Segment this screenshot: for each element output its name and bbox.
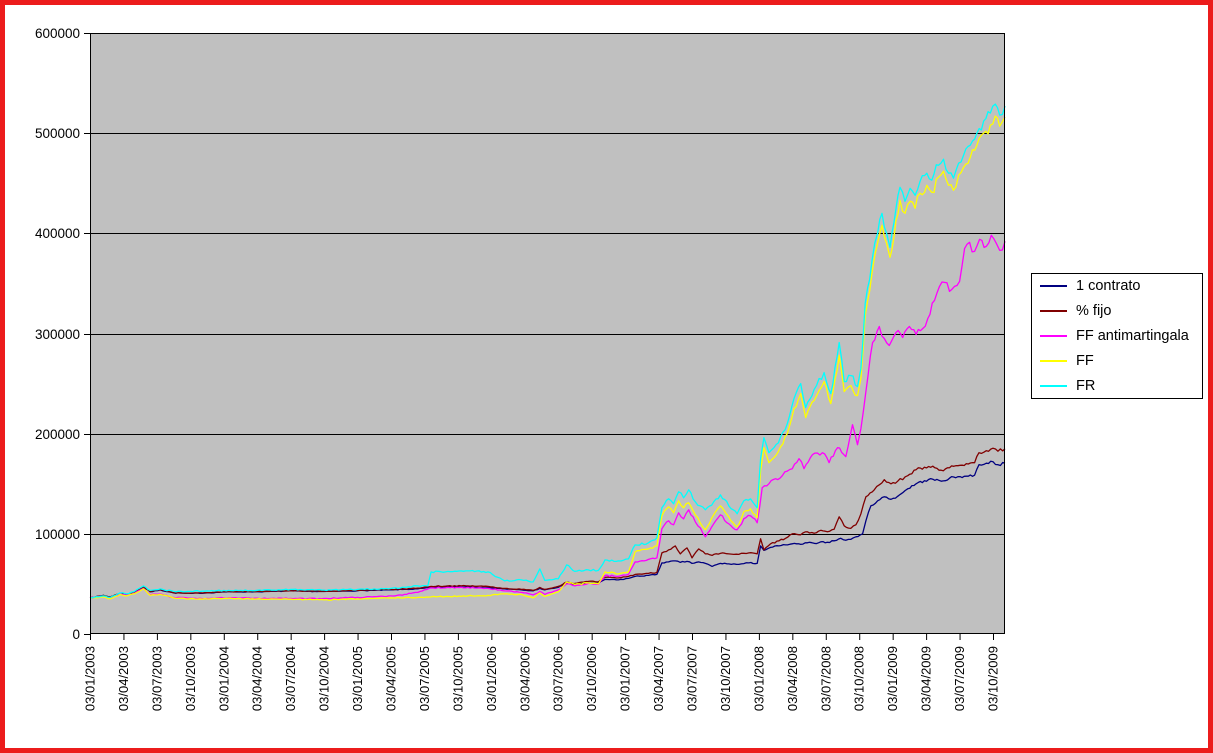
x-axis-label: 03/01/2006 [484, 646, 499, 711]
legend-item: 1 contrato [1032, 275, 1202, 297]
x-axis-label: 03/01/2005 [350, 646, 365, 711]
legend-label: FF antimartingala [1076, 327, 1189, 344]
legend-item: FF [1032, 350, 1202, 372]
x-axis-label: 03/10/2007 [718, 646, 733, 711]
x-axis-label: 03/10/2004 [317, 646, 332, 711]
x-axis-label: 03/01/2004 [216, 646, 231, 711]
x-axis-label: 03/04/2004 [250, 646, 265, 711]
legend-label: FF [1076, 352, 1094, 369]
x-axis-label: 03/10/2005 [450, 646, 465, 711]
x-axis-label: 03/01/2009 [885, 646, 900, 711]
series-line-fr [89, 103, 1006, 599]
legend-line-sample [1040, 359, 1067, 362]
x-axis-label: 03/01/2007 [618, 646, 633, 711]
x-axis-label: 03/10/2008 [852, 646, 867, 711]
legend-line-sample [1040, 285, 1067, 288]
x-axis-label: 03/04/2005 [384, 646, 399, 711]
legend-item: FF antimartingala [1032, 325, 1202, 347]
legend-item: % fijo [1032, 300, 1202, 322]
legend-label: % fijo [1076, 303, 1112, 320]
y-axis-label: 0 [72, 627, 80, 642]
y-axis-label: 400000 [35, 226, 80, 241]
x-axis-label: 03/07/2007 [685, 646, 700, 711]
series-line-ff-antimartingala [89, 234, 1006, 600]
x-axis-label: 03/04/2008 [785, 646, 800, 711]
series-line-ff [89, 115, 1006, 601]
y-axis-label: 100000 [35, 527, 80, 542]
plot-border [90, 33, 1005, 634]
x-axis-label: 03/07/2003 [149, 646, 164, 711]
x-axis-label: 03/07/2005 [417, 646, 432, 711]
y-axis-label: 500000 [35, 126, 80, 141]
x-axis-label: 03/01/2008 [751, 646, 766, 711]
x-axis-label: 03/07/2009 [952, 646, 967, 711]
x-axis-label: 03/04/2009 [919, 646, 934, 711]
legend-label: 1 contrato [1076, 278, 1141, 295]
legend-line-sample [1040, 334, 1067, 337]
y-axis-label: 600000 [35, 26, 80, 41]
x-axis-label: 03/04/2007 [651, 646, 666, 711]
x-axis-label: 03/04/2003 [116, 646, 131, 711]
x-axis-label: 03/10/2003 [183, 646, 198, 711]
y-axis-label: 300000 [35, 327, 80, 342]
legend-item: FR [1032, 375, 1202, 397]
series-line--fijo [89, 447, 1006, 599]
plot-area [90, 33, 1005, 634]
y-axis-label: 200000 [35, 427, 80, 442]
x-axis-label: 03/01/2003 [83, 646, 98, 711]
x-axis-label: 03/07/2006 [551, 646, 566, 711]
legend-box: 1 contrato % fijo FF antimartingala FF FR [1031, 273, 1203, 399]
x-axis-label: 03/10/2006 [584, 646, 599, 711]
legend-line-sample [1040, 310, 1067, 313]
x-axis-label: 03/07/2008 [818, 646, 833, 711]
legend-line-sample [1040, 384, 1067, 387]
legend-label: FR [1076, 377, 1096, 394]
x-axis-label: 03/04/2006 [517, 646, 532, 711]
x-axis-label: 03/10/2009 [986, 646, 1001, 711]
x-axis-label: 03/07/2004 [283, 646, 298, 711]
